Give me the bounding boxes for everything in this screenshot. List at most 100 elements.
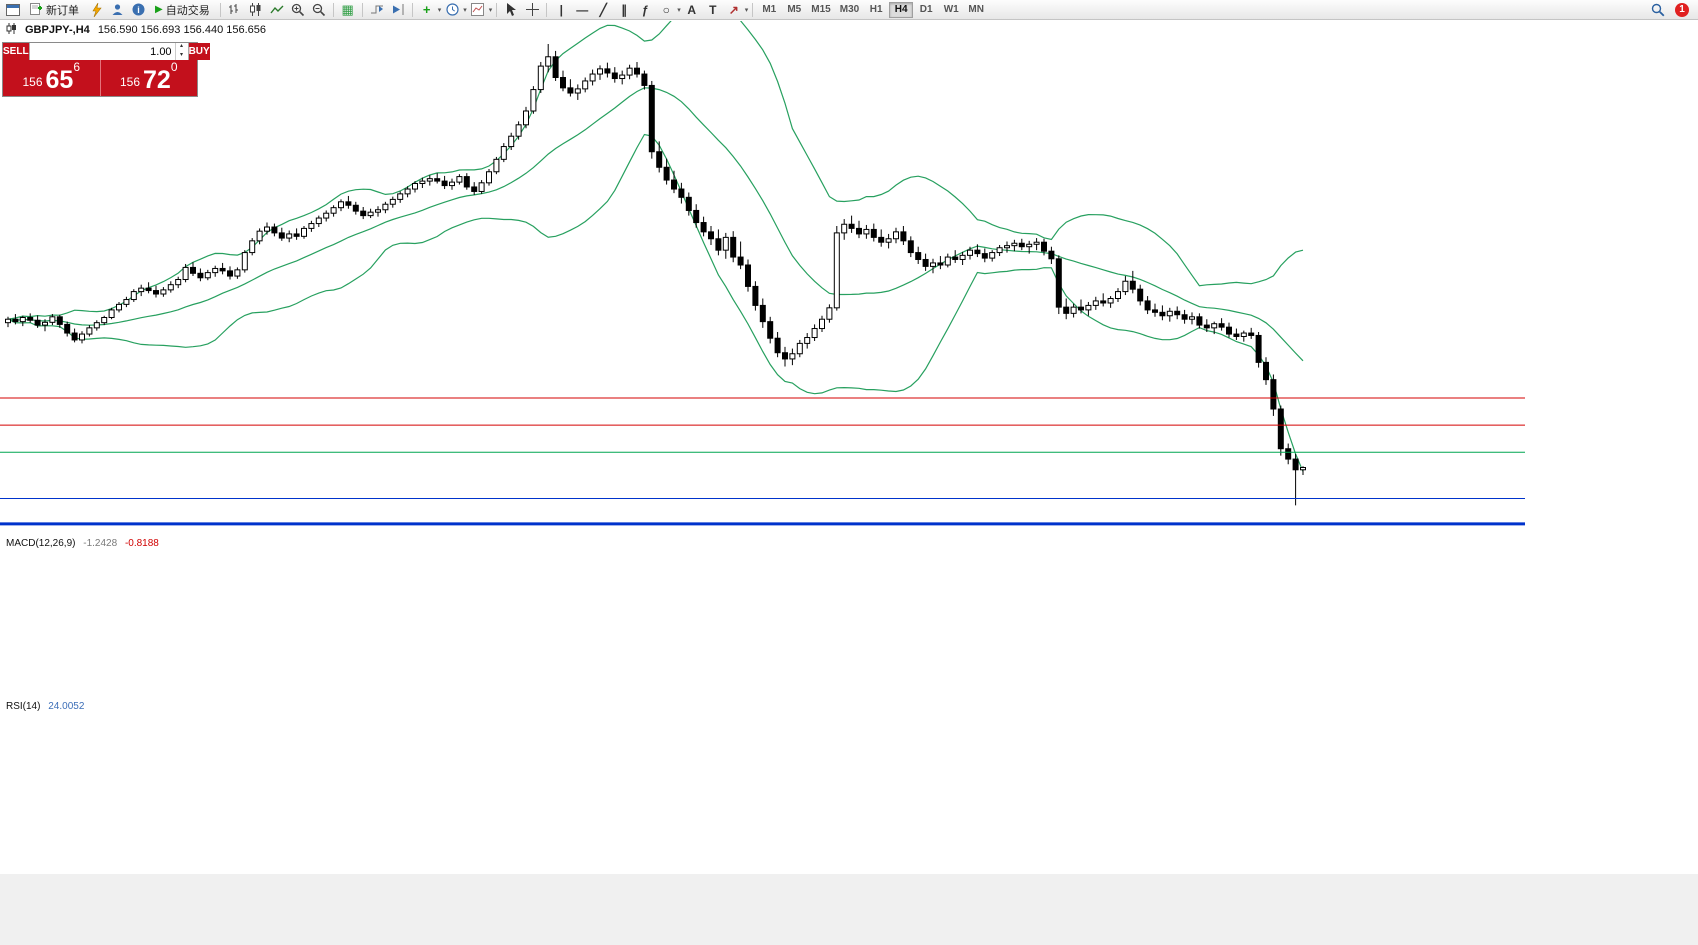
candle-body <box>671 179 677 190</box>
new-chart-window-icon[interactable] <box>3 1 23 19</box>
one-click-top-row: SELL ▴ ▾ BUY <box>3 43 210 60</box>
volume-decrease-icon[interactable]: ▾ <box>180 51 184 58</box>
info-icon[interactable]: i <box>128 1 148 19</box>
candle-body <box>841 223 848 234</box>
candle-body <box>86 327 93 335</box>
candle-body <box>893 231 899 240</box>
candle-body <box>241 252 248 271</box>
candlestick-chart-type-icon[interactable] <box>246 1 266 19</box>
candle-body <box>1055 258 1062 308</box>
chart-shift-icon[interactable] <box>388 1 408 19</box>
line-chart-type-icon[interactable] <box>267 1 287 19</box>
candle-body <box>1041 241 1047 252</box>
timeframe-button-mn[interactable]: MN <box>968 4 984 15</box>
new-order-button[interactable]: 新订单 <box>24 1 85 19</box>
candle-body <box>752 285 759 306</box>
toolbar-separator <box>496 2 498 17</box>
sell-button[interactable]: SELL <box>3 43 29 60</box>
templates-caret-icon[interactable]: ▾ <box>488 6 493 14</box>
lightning-icon[interactable] <box>86 1 106 19</box>
timeframe-button-h4[interactable]: H4 <box>889 1 914 18</box>
timeframe-button-w1[interactable]: W1 <box>943 4 959 15</box>
buy-price-sup: 0 <box>170 60 178 74</box>
buy-price-big: 72 <box>143 66 171 94</box>
candle-body <box>545 56 552 67</box>
notification-badge[interactable]: 1 <box>1675 2 1689 17</box>
toolbar-separator <box>411 2 413 17</box>
candle-body <box>345 201 352 206</box>
candle-body <box>1033 241 1040 245</box>
add-indicator-caret-icon[interactable]: ▾ <box>437 6 442 14</box>
candle-body <box>130 291 137 301</box>
bar-chart-type-icon[interactable] <box>225 1 245 19</box>
candle-body <box>552 56 559 78</box>
candle-body <box>1285 448 1292 460</box>
candle-body <box>434 178 441 182</box>
macd-label: MACD(12,26,9) -1.2428 -0.8188 <box>6 538 159 549</box>
timeframe-button-d1[interactable]: D1 <box>919 4 933 15</box>
horizontal-line-tool-icon[interactable]: — <box>576 2 589 17</box>
fibonacci-tool-icon[interactable]: ƒ <box>641 2 649 17</box>
search-icon[interactable] <box>1648 1 1668 19</box>
autotrade-button[interactable]: ▶ 自动交易 <box>149 1 216 19</box>
timeframe-button-m1[interactable]: M1 <box>762 4 777 15</box>
candle-body <box>426 178 433 182</box>
autotrade-label: 自动交易 <box>165 4 210 17</box>
candle-body <box>404 188 411 195</box>
auto-scroll-icon[interactable] <box>367 1 387 19</box>
trendline-tool-icon[interactable]: ╱ <box>599 2 607 17</box>
cursor-tool-icon[interactable] <box>501 1 521 19</box>
candle-body <box>382 203 389 211</box>
timeframe-button-h1[interactable]: H1 <box>869 4 883 15</box>
volume-increase-icon[interactable]: ▴ <box>180 43 184 49</box>
candle-body <box>367 211 374 217</box>
timeframe-button-m5[interactable]: M5 <box>787 4 802 15</box>
periods-caret-icon[interactable]: ▾ <box>463 6 467 14</box>
candle-body <box>5 318 11 324</box>
candle-body <box>138 287 145 293</box>
candle-body <box>212 267 219 274</box>
zoom-out-icon[interactable] <box>309 1 329 19</box>
candle-body <box>989 252 996 259</box>
sell-price-button[interactable]: 156 65 6 <box>3 60 101 96</box>
arrows-tool-icon[interactable]: ↗ <box>728 2 739 17</box>
vertical-line-tool-icon[interactable]: | <box>559 2 563 17</box>
templates-icon[interactable] <box>468 1 488 19</box>
candle-body <box>1048 250 1055 260</box>
candle-body <box>116 303 122 311</box>
shapes-caret-icon[interactable]: ▾ <box>677 6 681 14</box>
candle-body <box>774 337 781 354</box>
periods-clock-icon[interactable] <box>442 1 462 19</box>
shapes-tool-icon[interactable]: ○ <box>662 2 670 17</box>
timeframe-button-m15[interactable]: M15 <box>811 4 831 15</box>
text-tool-icon[interactable]: A <box>687 2 697 17</box>
candle-body <box>826 307 833 320</box>
buy-button[interactable]: BUY <box>188 43 210 60</box>
candle-body <box>589 73 596 82</box>
accounts-icon[interactable] <box>107 1 127 19</box>
volume-input[interactable] <box>29 43 175 60</box>
tile-windows-icon[interactable]: ▦ <box>341 1 354 17</box>
symbol-period-label: GBPJPY-,H4 <box>25 24 90 36</box>
timeframe-button-m30[interactable]: M30 <box>839 4 860 15</box>
candle-body <box>900 231 907 242</box>
bottom-spacer <box>0 874 1698 945</box>
label-tool-icon[interactable]: T <box>709 2 717 17</box>
crosshair-tool-icon[interactable] <box>522 1 542 19</box>
chart-canvas[interactable]: MACD(12,26,9) -1.2428 -0.8188 RSI(14) 24… <box>0 20 1698 945</box>
candle-body <box>1181 314 1188 320</box>
channel-tool-icon[interactable]: ∥ <box>621 2 628 17</box>
price-panel[interactable] <box>0 20 1525 526</box>
buy-price-prefix: 156 <box>119 75 141 89</box>
candle-body <box>1248 332 1255 336</box>
zoom-in-icon[interactable] <box>288 1 308 19</box>
candle-body <box>996 247 1003 254</box>
volume-field-wrap: ▴ ▾ <box>28 43 189 60</box>
candle-body <box>870 228 877 238</box>
buy-price-button[interactable]: 156 72 0 <box>101 60 198 96</box>
candle-body <box>1211 323 1218 329</box>
rsi-label: RSI(14) 24.0052 <box>6 701 85 712</box>
arrows-caret-icon[interactable]: ▾ <box>744 6 749 14</box>
new-order-icon <box>30 2 43 18</box>
add-indicator-icon[interactable]: + <box>422 2 431 17</box>
